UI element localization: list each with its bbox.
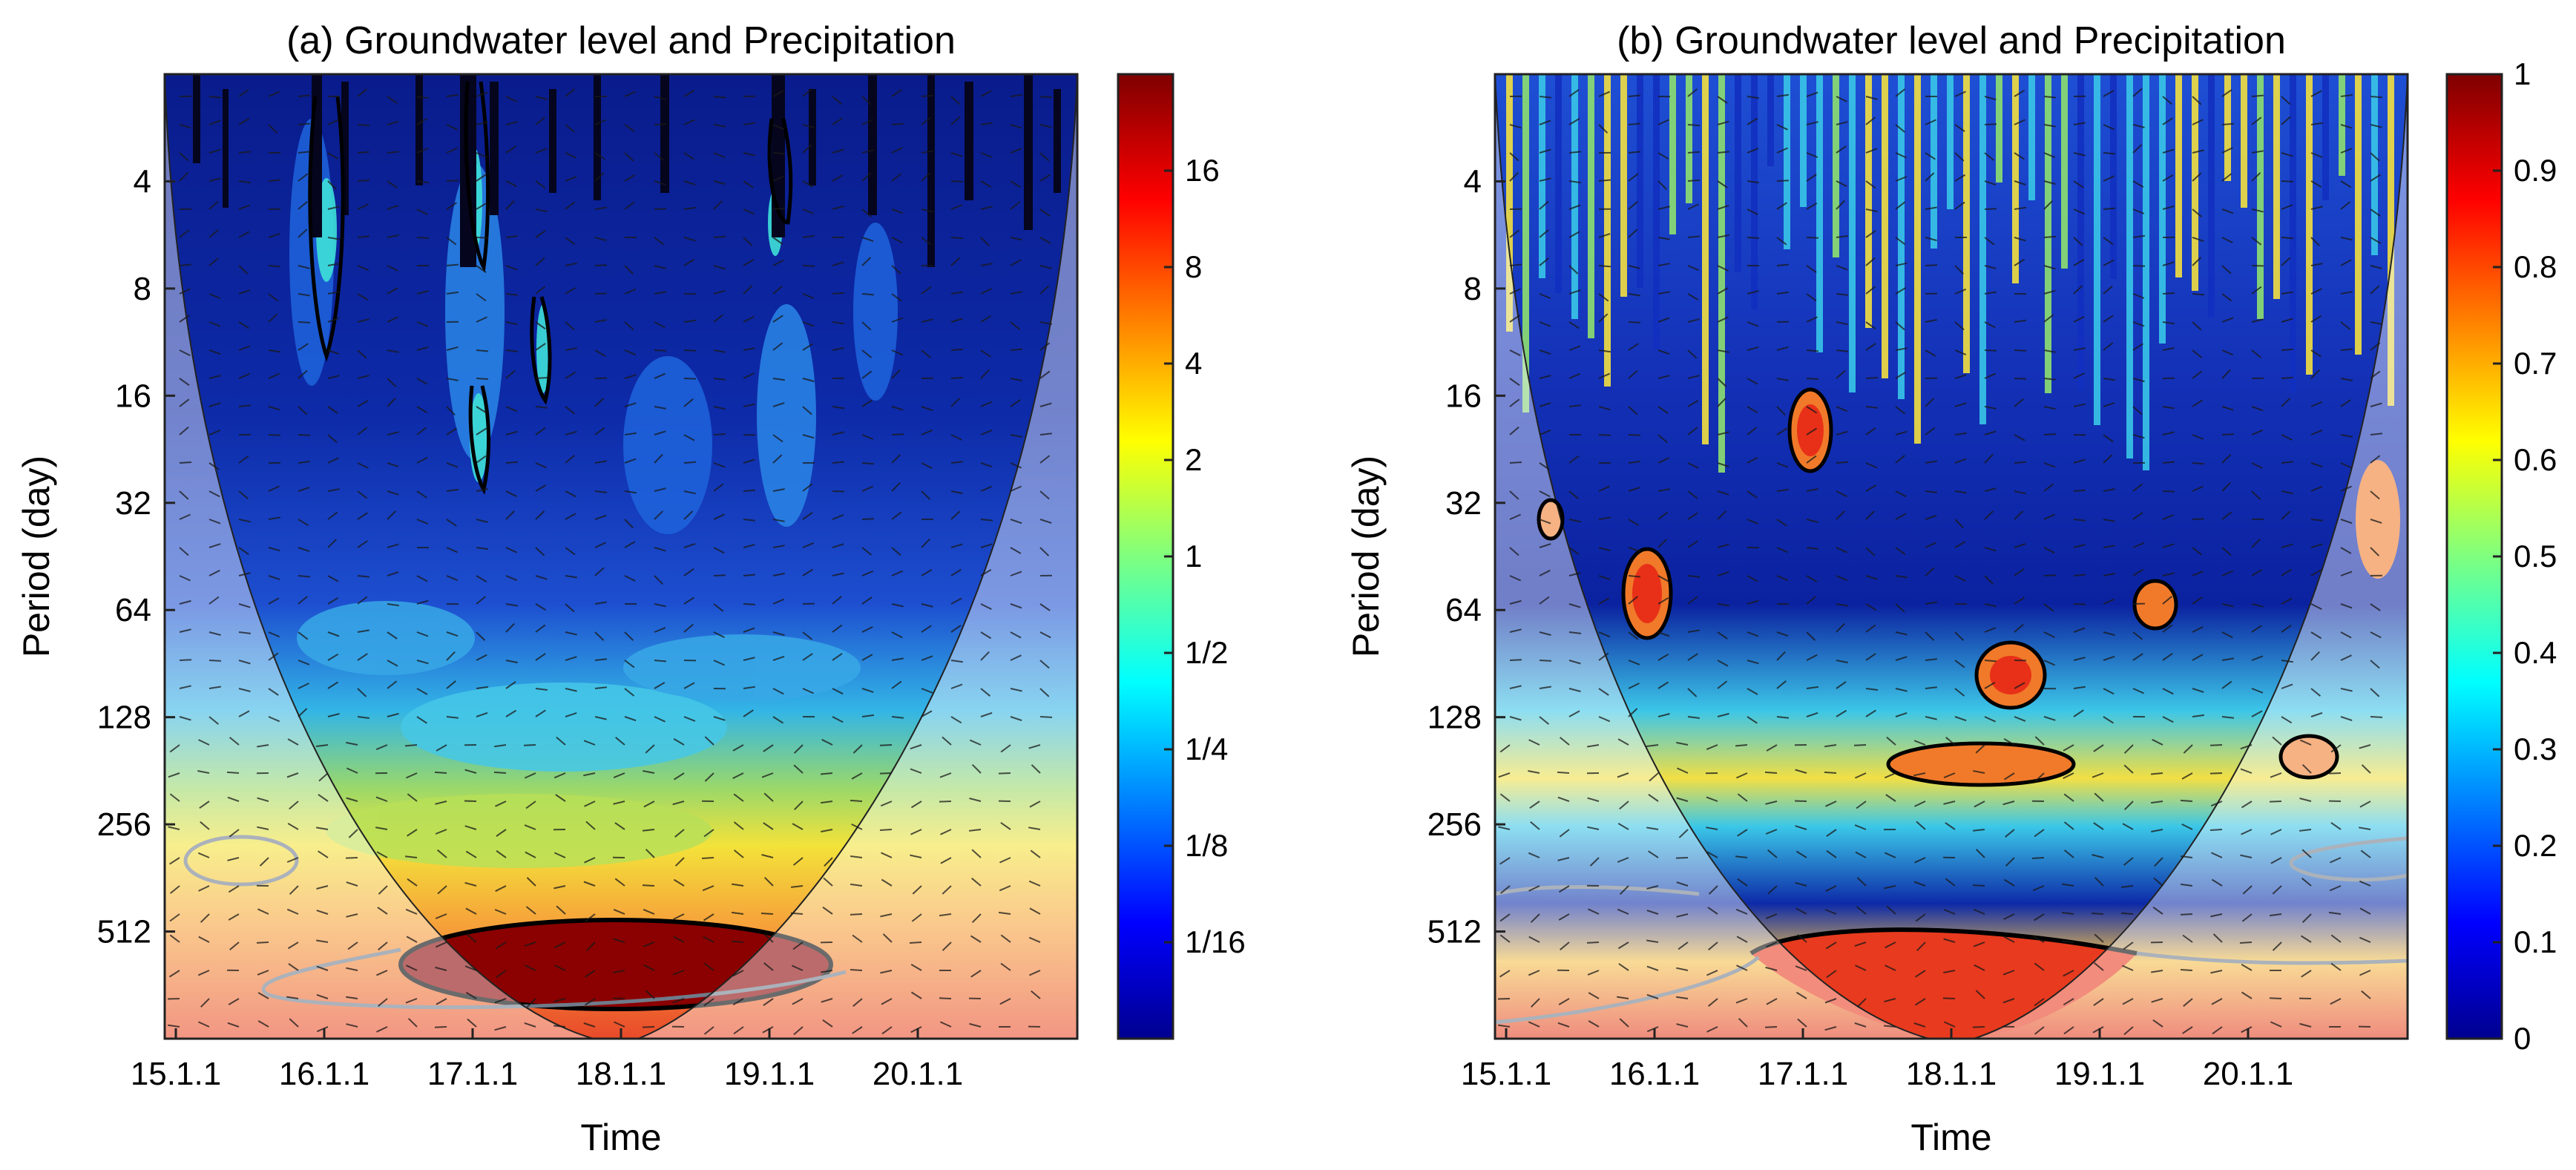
panel-b-x-tick-label: 16.1.1 (1609, 1056, 1700, 1092)
panel-b-title: (b) Groundwater level and Precipitation (1617, 19, 2286, 62)
panel-a-y-tick-label: 64 (115, 592, 151, 628)
panel-a-y-axis: 4 8 16 32 64 128 256 512 (97, 163, 175, 950)
panel-b-xlabel: Time (1910, 1117, 1991, 1158)
panel-a-colorbar-label: 1/2 (1185, 635, 1228, 670)
panel-a-colorbar (1117, 73, 1174, 1040)
panel-a-colorbar-label: 1/8 (1185, 828, 1228, 863)
panel-a-y-tick-label: 8 (134, 271, 151, 307)
panel-a-colorbar-label: 1/16 (1185, 924, 1246, 959)
panel-a-colorbar-label: 8 (1185, 249, 1202, 284)
panel-a-y-tick-label: 4 (134, 163, 151, 200)
panel-b-y-tick-label: 64 (1445, 592, 1482, 628)
panel-b-colorbar-label: 0.1 (2514, 924, 2557, 959)
panel-a-y-tick-label: 256 (97, 806, 151, 843)
panel-a-x-tick-label: 16.1.1 (279, 1056, 369, 1092)
panel-b-phase-arrows (1497, 88, 2383, 1036)
panel-b-y-tick-label: 512 (1427, 914, 1482, 950)
panel-b-y-axis: 4 8 16 32 64 128 256 512 (1427, 163, 1505, 950)
panel-b-colorbar-label: 0.2 (2514, 828, 2557, 863)
panel-a-colorbar-label: 16 (1185, 153, 1220, 188)
panel-a-colorbar-label: 4 (1185, 346, 1202, 381)
panel-a-heatmap (165, 74, 1077, 1039)
panel-a-y-tick-label: 512 (97, 914, 151, 950)
panel-a-x-tick-label: 15.1.1 (131, 1056, 221, 1092)
panel-a-colorbar-label: 2 (1185, 442, 1202, 477)
panel-a-signif-region (401, 920, 831, 1009)
panel-a: (a) Groundwater level and Precipitation (16, 19, 1246, 1158)
panel-b-colorbar-ticks: 1 0.9 0.8 0.7 0.6 0.5 0.4 0.3 0.2 0.1 0 (2493, 56, 2557, 1056)
panel-b-colorbar-label: 0.3 (2514, 732, 2557, 766)
panel-b-y-tick-label: 32 (1445, 485, 1482, 522)
panel-b-x-tick-label: 15.1.1 (1461, 1056, 1551, 1092)
panel-b-x-tick-label: 20.1.1 (2203, 1056, 2293, 1092)
panel-a-x-tick-label: 17.1.1 (427, 1056, 518, 1092)
panel-b-heatmap (1495, 74, 2408, 1039)
panel-b-x-axis: 15.1.1 16.1.1 17.1.1 18.1.1 19.1.1 20.1.1 (1461, 1028, 2293, 1092)
panel-a-y-tick-label: 128 (97, 700, 151, 736)
panel-a-phase-arrows (167, 88, 1053, 1036)
panel-b-colorbar (2445, 73, 2503, 1040)
panel-b-colorbar-label: 0.4 (2514, 635, 2557, 670)
panel-b-y-tick-label: 16 (1445, 378, 1482, 414)
panel-b-colorbar-label: 0.5 (2514, 539, 2557, 574)
panel-a-y-tick-label: 16 (115, 378, 151, 414)
panel-b-y-tick-label: 128 (1427, 700, 1482, 736)
panel-a-xlabel: Time (580, 1117, 661, 1158)
panel-a-colorbar-label: 1 (1185, 539, 1202, 574)
panel-b-x-tick-label: 18.1.1 (1906, 1056, 1997, 1092)
panel-b-colorbar-label: 1 (2514, 56, 2531, 91)
panel-a-colorbar-ticks: 16 8 4 2 1 1/2 1/4 1/8 1/16 (1164, 153, 1246, 959)
panel-b-colorbar-label: 0.8 (2514, 249, 2557, 284)
panel-b-y-tick-label: 4 (1464, 163, 1482, 200)
panel-a-ylabel: Period (day) (16, 456, 57, 657)
panel-a-x-tick-label: 19.1.1 (724, 1056, 815, 1092)
panel-b-x-tick-label: 17.1.1 (1758, 1056, 1848, 1092)
panel-b: (b) Groundwater level and Precipitation (1345, 19, 2557, 1158)
panel-a-y-tick-label: 32 (115, 485, 151, 522)
panel-b-colorbar-label: 0.7 (2514, 346, 2557, 381)
panel-b-colorbar-label: 0.9 (2514, 153, 2557, 188)
panel-b-y-tick-label: 256 (1427, 806, 1482, 843)
panel-a-title: (a) Groundwater level and Precipitation (286, 19, 956, 62)
panel-b-colorbar-label: 0.6 (2514, 442, 2557, 477)
panel-a-x-axis: 15.1.1 16.1.1 17.1.1 18.1.1 19.1.1 20.1.1 (131, 1028, 963, 1092)
panel-b-y-tick-label: 8 (1464, 271, 1482, 307)
panel-b-colorbar-label: 0 (2514, 1021, 2531, 1056)
panel-b-ylabel: Period (day) (1345, 456, 1387, 657)
panel-b-x-tick-label: 19.1.1 (2054, 1056, 2145, 1092)
panel-a-colorbar-label: 1/4 (1185, 732, 1228, 766)
panel-b-signif-region (1751, 930, 2137, 1039)
panel-a-x-tick-label: 20.1.1 (873, 1056, 963, 1092)
panel-a-x-tick-label: 18.1.1 (576, 1056, 666, 1092)
